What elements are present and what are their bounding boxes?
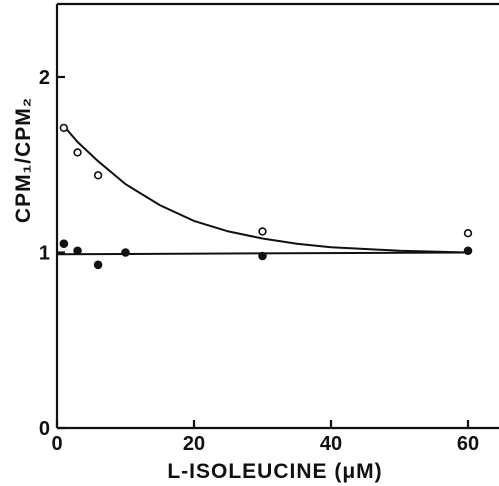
y-tick-label: 0: [39, 418, 50, 440]
x-axis-title: L-ISOLEUCINE (μM): [167, 460, 382, 483]
x-tick-label: 0: [51, 433, 62, 455]
open-circle-point: [95, 172, 102, 179]
open-circle-point: [259, 228, 266, 235]
open-circle-point: [465, 230, 472, 237]
filled-circle-point: [259, 252, 267, 260]
filled-circle-point: [122, 249, 130, 257]
data-points: [60, 124, 472, 268]
filled-circle-point: [74, 247, 82, 255]
x-tick-label: 20: [183, 433, 205, 455]
filled-circle-point: [464, 247, 472, 255]
open-circle-point: [74, 149, 81, 156]
open-circle-point: [60, 124, 67, 131]
tick-labels: 0 20 40 60 0 1 2: [39, 67, 479, 455]
x-tick-label: 40: [320, 433, 342, 455]
y-tick-label: 1: [39, 243, 50, 265]
x-tick-label: 60: [457, 433, 479, 455]
y-tick-label: 2: [39, 67, 50, 89]
axes: [57, 4, 499, 428]
filled-circle-point: [94, 261, 102, 269]
filled-circle-point: [60, 240, 68, 248]
y-axis-title: CPM₁/CPM₂: [12, 97, 35, 223]
